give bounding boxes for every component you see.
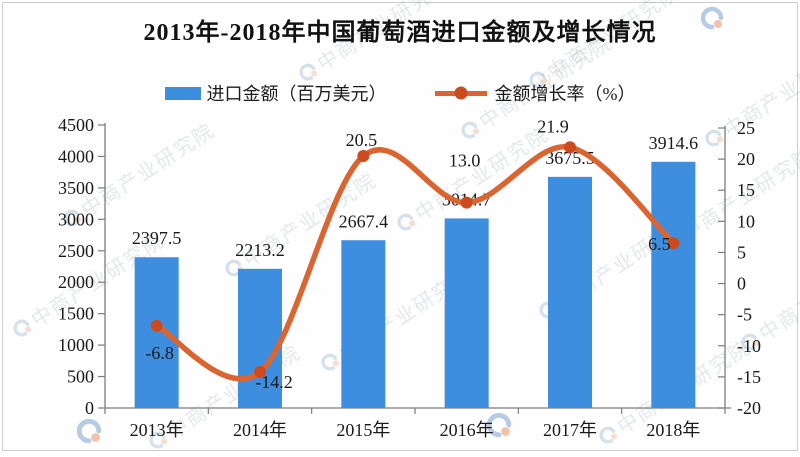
left-axis-tick-label: 1000 bbox=[58, 335, 94, 355]
legend-line-label: 金额增长率（%） bbox=[494, 84, 636, 104]
line-point-2013年 bbox=[150, 319, 163, 332]
x-axis-category-label: 2016年 bbox=[440, 420, 494, 440]
line-value-label: -14.2 bbox=[255, 372, 293, 392]
x-axis-category-label: 2018年 bbox=[646, 420, 700, 440]
left-axis-tick-label: 4000 bbox=[58, 146, 94, 166]
bar-value-label: 2213.2 bbox=[235, 240, 285, 260]
right-axis-tick-label: -10 bbox=[737, 336, 761, 356]
legend-line-marker-icon bbox=[454, 86, 467, 100]
right-axis-tick-label: 20 bbox=[737, 149, 755, 169]
line-point-2017年 bbox=[564, 141, 576, 154]
right-axis-tick-label: 10 bbox=[737, 211, 755, 231]
right-axis-tick-label: 5 bbox=[737, 242, 746, 262]
line-point-2018年 bbox=[667, 237, 680, 250]
left-axis-tick-label: 2500 bbox=[58, 241, 94, 261]
left-axis-tick-label: 2000 bbox=[58, 272, 94, 292]
left-axis-tick-label: 3500 bbox=[58, 178, 94, 198]
left-axis-tick-label: 4500 bbox=[58, 115, 94, 135]
left-axis-tick-label: 3000 bbox=[58, 209, 94, 229]
bar-2015年 bbox=[341, 240, 386, 408]
bar-2017年 bbox=[548, 176, 592, 408]
bar-2013年 bbox=[134, 257, 179, 408]
left-axis-tick-label: 0 bbox=[85, 398, 94, 418]
legend-line-swatch-icon bbox=[434, 86, 487, 100]
right-axis-tick-label: 15 bbox=[737, 180, 755, 200]
right-axis-tick-label: 0 bbox=[737, 274, 746, 294]
line-point-2014年 bbox=[254, 365, 266, 378]
legend-bar-label: 进口金额（百万美元） bbox=[206, 84, 387, 104]
bar-value-label: 3914.6 bbox=[649, 133, 699, 153]
line-value-label: 13.0 bbox=[449, 151, 481, 171]
right-axis-tick-label: 25 bbox=[737, 118, 755, 138]
x-axis-category-label: 2015年 bbox=[336, 420, 390, 440]
line-value-label: -6.8 bbox=[145, 343, 174, 363]
right-axis-tick-label: -20 bbox=[737, 398, 761, 418]
legend-bar-swatch-icon bbox=[164, 86, 201, 100]
right-axis-tick-label: -15 bbox=[737, 367, 761, 387]
line-point-2016年 bbox=[460, 196, 473, 209]
right-axis-tick-label: -5 bbox=[737, 305, 752, 325]
x-axis-category-label: 2014年 bbox=[233, 420, 287, 440]
x-axis-category-label: 2017年 bbox=[543, 420, 597, 440]
bar-2018年 bbox=[651, 161, 696, 408]
line-point-2015年 bbox=[357, 150, 370, 162]
bar-value-label: 2397.5 bbox=[132, 228, 182, 248]
legend: 进口金额（百万美元） 金额增长率（%） bbox=[0, 83, 800, 104]
x-axis-category-label: 2013年 bbox=[130, 420, 184, 440]
bar-2016年 bbox=[444, 218, 489, 408]
left-axis-tick-label: 500 bbox=[67, 367, 94, 387]
bar-2014年 bbox=[238, 268, 282, 408]
line-value-label: 20.5 bbox=[346, 130, 378, 150]
bar-value-label: 2667.4 bbox=[339, 211, 389, 231]
left-axis-tick-label: 1500 bbox=[58, 304, 94, 324]
line-value-label: 6.5 bbox=[648, 234, 671, 254]
chart-title: 2013年-2018年中国葡萄酒进口金额及增长情况 bbox=[143, 20, 657, 46]
growth-rate-line bbox=[153, 144, 677, 382]
line-value-label: 21.9 bbox=[537, 116, 569, 136]
